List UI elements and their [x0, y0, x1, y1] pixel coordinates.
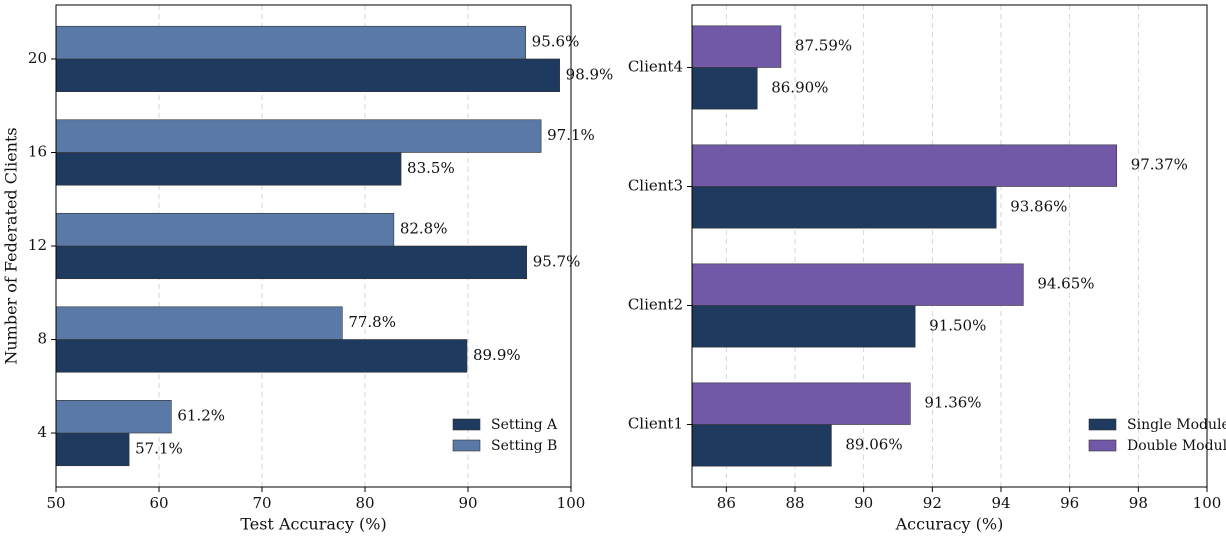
value-label: 82.8% — [400, 220, 448, 238]
legend-label: Setting B — [491, 438, 557, 454]
value-label: 77.8% — [348, 313, 396, 331]
plot-frame — [55, 4, 572, 488]
bar — [691, 305, 916, 348]
value-label: 97.37% — [1131, 156, 1188, 174]
value-label: 93.86% — [1010, 197, 1067, 215]
value-label: 89.9% — [473, 346, 521, 364]
bar — [55, 152, 402, 186]
y-tick-label: 12 — [28, 236, 47, 254]
bar — [691, 67, 758, 110]
bar — [691, 186, 997, 229]
bar — [691, 382, 911, 425]
x-tick-label: 90 — [854, 494, 873, 512]
y-tick-label: Client1 — [628, 415, 683, 433]
x-tick-label: 88 — [785, 494, 804, 512]
bar — [55, 432, 130, 467]
x-tick-label: 100 — [557, 494, 586, 512]
y-tick-label: Client3 — [628, 176, 683, 194]
y-tick-label: 4 — [37, 423, 47, 441]
bar — [55, 306, 343, 340]
y-tick-label: 16 — [28, 142, 47, 160]
legend-label: Double Module — [1127, 438, 1226, 454]
value-label: 98.9% — [566, 65, 614, 83]
legend-swatch — [452, 418, 481, 431]
x-tick-label: 94 — [991, 494, 1010, 512]
bar — [691, 424, 832, 467]
value-label: 57.1% — [135, 439, 183, 457]
value-label: 83.5% — [407, 159, 455, 177]
bar — [55, 339, 468, 373]
plot-frame — [691, 4, 1208, 488]
y-tick-label: Client2 — [628, 296, 683, 314]
bar — [55, 119, 542, 153]
value-label: 91.36% — [924, 394, 981, 412]
x-tick-label: 92 — [923, 494, 942, 512]
y-tick-label: 20 — [28, 49, 47, 67]
legend-label: Single Module — [1127, 417, 1226, 433]
x-axis-label: Accuracy (%) — [895, 515, 1004, 534]
value-label: 94.65% — [1037, 275, 1094, 293]
x-axis-label: Test Accuracy (%) — [240, 515, 386, 534]
legend-swatch — [1088, 418, 1117, 431]
legend-swatch — [452, 439, 481, 452]
bar — [55, 212, 395, 247]
value-label: 61.2% — [177, 407, 225, 425]
value-label: 89.06% — [845, 435, 902, 453]
value-label: 86.90% — [771, 78, 828, 96]
x-tick-label: 98 — [1129, 494, 1148, 512]
value-label: 91.50% — [929, 316, 986, 334]
x-tick-label: 90 — [458, 494, 477, 512]
value-label: 87.59% — [795, 37, 852, 55]
value-label: 95.6% — [532, 33, 580, 51]
x-tick-label: 50 — [46, 494, 65, 512]
bar — [55, 58, 560, 92]
x-tick-label: 86 — [717, 494, 736, 512]
y-tick-label: 8 — [37, 330, 47, 348]
y-axis-label: Number of Federated Clients — [2, 127, 21, 364]
bar — [55, 400, 172, 434]
y-tick-label: Client4 — [628, 57, 683, 75]
bar — [691, 25, 782, 68]
bar — [55, 25, 526, 60]
bar — [691, 263, 1024, 306]
value-label: 95.7% — [533, 252, 581, 270]
x-tick-label: 96 — [1060, 494, 1079, 512]
bar — [55, 245, 528, 280]
x-tick-label: 100 — [1193, 494, 1222, 512]
legend-label: Setting A — [491, 417, 558, 433]
x-tick-label: 80 — [355, 494, 374, 512]
x-tick-label: 60 — [149, 494, 168, 512]
legend-swatch — [1088, 439, 1117, 452]
bar — [691, 144, 1118, 187]
x-tick-label: 70 — [252, 494, 271, 512]
